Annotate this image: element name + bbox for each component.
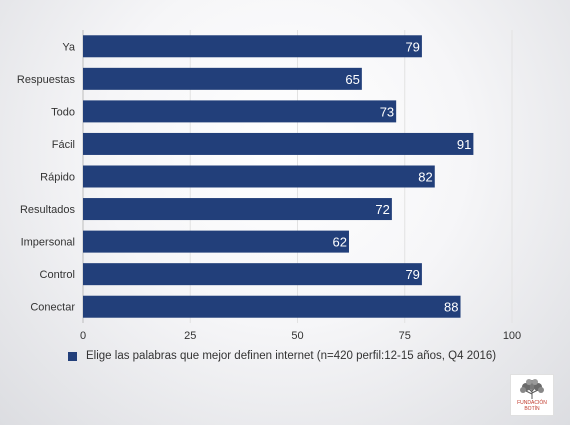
bar-4 bbox=[83, 165, 435, 188]
x-tick-label-0: 0 bbox=[80, 330, 86, 342]
data-label-4: 82 bbox=[418, 170, 432, 185]
data-label-3: 91 bbox=[457, 137, 471, 152]
logo-text-line2: BOTÍN bbox=[524, 405, 540, 412]
x-tick-label-50: 50 bbox=[291, 330, 303, 342]
data-label-7: 79 bbox=[405, 267, 419, 282]
bar-8 bbox=[83, 295, 461, 318]
bar-2 bbox=[83, 100, 397, 123]
x-tick-label-75: 75 bbox=[399, 330, 411, 342]
category-label-6: Impersonal bbox=[21, 237, 75, 249]
data-label-2: 73 bbox=[380, 104, 394, 119]
logo-text-line1: FUNDACIÓN bbox=[517, 400, 547, 406]
tree-icon bbox=[520, 379, 544, 399]
category-labels: Ya Respuestas Todo Fácil Rápido Resultados Imp… bbox=[17, 41, 76, 313]
category-label-1: Respuestas bbox=[17, 74, 76, 86]
category-label-7: Control bbox=[40, 269, 75, 281]
category-label-2: Todo bbox=[51, 106, 75, 118]
bar-6 bbox=[83, 230, 349, 253]
bar-7 bbox=[83, 263, 422, 286]
logo-text: FUNDACIÓN BOTÍN bbox=[517, 400, 547, 412]
category-label-0: Ya bbox=[62, 41, 76, 53]
category-label-5: Resultados bbox=[20, 204, 76, 216]
bar-3 bbox=[83, 132, 474, 155]
category-label-4: Rápido bbox=[40, 172, 75, 184]
bar-chart: Ya Respuestas Todo Fácil Rápido Resultados Imp… bbox=[17, 30, 521, 342]
bar-1 bbox=[83, 67, 362, 90]
bar-0 bbox=[83, 35, 422, 58]
category-label-8: Conectar bbox=[30, 302, 75, 314]
data-label-0: 79 bbox=[405, 39, 419, 54]
bar-5 bbox=[83, 198, 392, 221]
category-label-3: Fácil bbox=[52, 139, 75, 151]
data-label-6: 62 bbox=[333, 235, 347, 250]
data-labels: 79 65 73 91 82 72 62 79 88 bbox=[333, 39, 472, 314]
x-tick-label-100: 100 bbox=[503, 330, 521, 342]
x-tick-labels: 0 25 50 75 100 bbox=[80, 330, 521, 342]
x-tick-label-25: 25 bbox=[184, 330, 196, 342]
data-label-8: 88 bbox=[444, 300, 458, 315]
data-label-5: 72 bbox=[375, 202, 389, 217]
bars bbox=[83, 35, 474, 318]
legend: Elige las palabras que mejor definen int… bbox=[68, 350, 496, 362]
fundacion-botin-logo: FUNDACIÓN BOTÍN bbox=[510, 374, 554, 416]
legend-label: Elige las palabras que mejor definen int… bbox=[86, 350, 497, 362]
legend-swatch bbox=[68, 351, 77, 361]
data-label-1: 65 bbox=[345, 72, 359, 87]
